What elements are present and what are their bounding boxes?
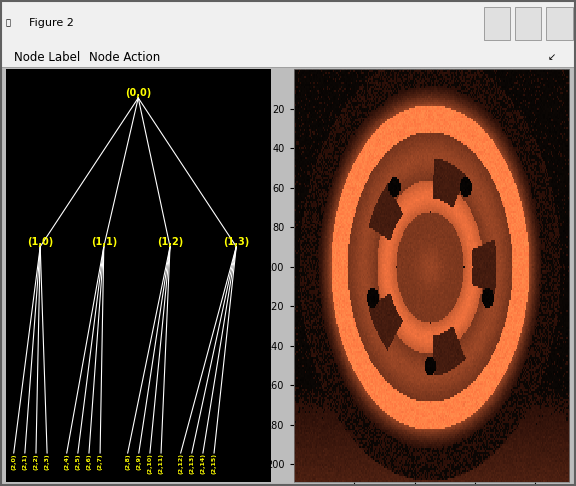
Text: (2,15): (2,15)	[211, 453, 217, 474]
Text: (2,5): (2,5)	[75, 453, 80, 470]
Text: (2,9): (2,9)	[137, 453, 141, 470]
Text: (2,8): (2,8)	[125, 453, 130, 470]
Title: data for node: 0 or (0,0).: data for node: 0 or (0,0).	[362, 57, 501, 67]
Text: (2,10): (2,10)	[147, 453, 153, 474]
Title: Tree Decomposition: Tree Decomposition	[77, 55, 200, 68]
Text: Node Label: Node Label	[14, 51, 81, 64]
Text: (2,6): (2,6)	[86, 453, 92, 470]
Text: (2,12): (2,12)	[178, 453, 183, 474]
Text: (2,11): (2,11)	[158, 453, 164, 474]
Text: Figure 2: Figure 2	[29, 18, 74, 28]
Text: Node Action: Node Action	[89, 51, 161, 64]
Text: (0,0): (0,0)	[125, 88, 151, 98]
Text: (2,1): (2,1)	[22, 453, 27, 470]
Text: 🔥: 🔥	[6, 18, 11, 27]
Text: (2,4): (2,4)	[64, 453, 69, 470]
Text: (2,13): (2,13)	[190, 453, 194, 474]
Text: (2,3): (2,3)	[44, 453, 50, 470]
Text: (1,2): (1,2)	[157, 237, 183, 247]
Text: (1,1): (1,1)	[90, 237, 117, 247]
Text: (1,0): (1,0)	[27, 237, 54, 247]
Text: (2,7): (2,7)	[97, 453, 103, 470]
Text: (1,3): (1,3)	[223, 237, 249, 247]
Text: (2,14): (2,14)	[200, 453, 206, 474]
Text: (2,0): (2,0)	[11, 453, 16, 469]
Text: ↙: ↙	[548, 52, 556, 62]
Text: (2,2): (2,2)	[33, 453, 39, 470]
